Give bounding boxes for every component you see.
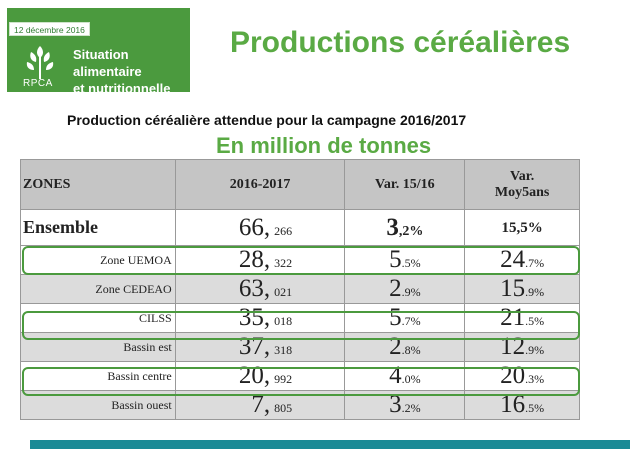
var1-int: 3 xyxy=(389,391,402,418)
var2-dec: .9% xyxy=(525,285,545,299)
zone-name: Bassin ouest xyxy=(20,390,176,420)
var2-int: 21 xyxy=(500,304,526,331)
logo-brand: RPCA xyxy=(23,78,53,89)
header-var-1516: Var. 15/16 xyxy=(344,159,466,210)
var1-int: 2 xyxy=(389,275,402,302)
zone-name: Bassin centre xyxy=(20,361,176,391)
var1-int: 4 xyxy=(389,362,402,389)
value-dec: 021 xyxy=(274,285,293,299)
header-var-line1: Var. xyxy=(509,168,535,184)
zone-name: CILSS xyxy=(20,303,176,333)
header-zones: ZONES xyxy=(20,159,176,210)
value-int: 37, xyxy=(238,333,271,360)
var2-int: 12 xyxy=(500,333,526,360)
header-period: 2016-2017 xyxy=(174,159,346,210)
var1-int: 3 xyxy=(386,213,399,241)
var2-dec: .3% xyxy=(525,372,545,386)
unit-label: En million de tonnes xyxy=(216,133,432,158)
table-row-bassin-centre: Bassin centre 20, 992 4.0% 20.3% xyxy=(20,361,580,391)
zone-name: Bassin est xyxy=(20,332,176,362)
table-row-cilss: CILSS 35, 018 5.7% 21.5% xyxy=(20,303,580,333)
logo-text-line2: et nutritionnelle xyxy=(73,81,171,96)
var2-dec: .5% xyxy=(525,401,545,415)
zone-name: Zone UEMOA xyxy=(20,245,176,275)
var1-int: 5 xyxy=(389,246,402,273)
table-header-row: ZONES 2016-2017 Var. 15/16 Var. Moy5ans xyxy=(20,159,580,210)
var1-dec: .9% xyxy=(401,285,421,299)
var2-int: 15 xyxy=(500,275,526,302)
var2-value: 15,5% xyxy=(501,219,543,236)
value-int: 20, xyxy=(238,362,271,389)
value-int: 7, xyxy=(251,391,271,418)
var1-dec: .5% xyxy=(401,256,421,270)
table-row-ensemble: Ensemble 66, 266 3,2% 15,5% xyxy=(20,209,580,246)
var1-dec: .7% xyxy=(401,314,421,328)
page-title: Productions céréalières xyxy=(230,26,571,59)
value-dec: 992 xyxy=(274,372,293,386)
var1-dec: .2% xyxy=(401,401,421,415)
table-row-cedeao: Zone CEDEAO 63, 021 2.9% 15.9% xyxy=(20,274,580,304)
table-row-bassin-ouest: Bassin ouest 7, 805 3.2% 16.5% xyxy=(20,390,580,420)
var2-int: 16 xyxy=(500,391,526,418)
value-int: 63, xyxy=(238,275,271,302)
value-dec: 018 xyxy=(274,314,293,328)
var1-dec: .0% xyxy=(401,372,421,386)
wheat-icon xyxy=(26,46,54,79)
value-int: 35, xyxy=(238,304,271,331)
var2-int: 20 xyxy=(500,362,526,389)
footer-bar xyxy=(30,440,630,449)
table-row-uemoa: Zone UEMOA 28, 322 5.5% 24.7% xyxy=(20,245,580,275)
table-row-bassin-est: Bassin est 37, 318 2.8% 12.9% xyxy=(20,332,580,362)
production-table: ZONES 2016-2017 Var. 15/16 Var. Moy5ans … xyxy=(20,159,580,420)
var1-int: 2 xyxy=(389,333,402,360)
value-dec: 266 xyxy=(274,223,293,238)
var1-dec: .8% xyxy=(401,343,421,357)
header-var-line2: Moy5ans xyxy=(494,184,550,200)
logo-text: Situation alimentaire et nutritionnelle xyxy=(73,46,193,97)
zone-name: Zone CEDEAO xyxy=(20,274,176,304)
var2-dec: .7% xyxy=(525,256,545,270)
logo-text-line1: Situation alimentaire xyxy=(73,47,142,79)
value-dec: 318 xyxy=(274,343,293,357)
date-label: 12 décembre 2016 xyxy=(9,22,90,36)
header-var-moy5ans: Var. Moy5ans xyxy=(464,159,580,210)
value-dec: 805 xyxy=(274,401,293,415)
value-int: 66, xyxy=(238,213,271,241)
zone-name: Ensemble xyxy=(20,209,176,246)
value-dec: 322 xyxy=(274,256,293,270)
var2-int: 24 xyxy=(500,246,526,273)
var1-dec: ,2% xyxy=(398,223,424,239)
var1-int: 5 xyxy=(389,304,402,331)
var2-dec: .5% xyxy=(525,314,545,328)
table-subtitle: Production céréalière attendue pour la c… xyxy=(67,112,467,128)
logo-panel: 12 décembre 2016 RPCA Situation alimenta… xyxy=(7,8,190,96)
var2-dec: .9% xyxy=(525,343,545,357)
value-int: 28, xyxy=(238,246,271,273)
